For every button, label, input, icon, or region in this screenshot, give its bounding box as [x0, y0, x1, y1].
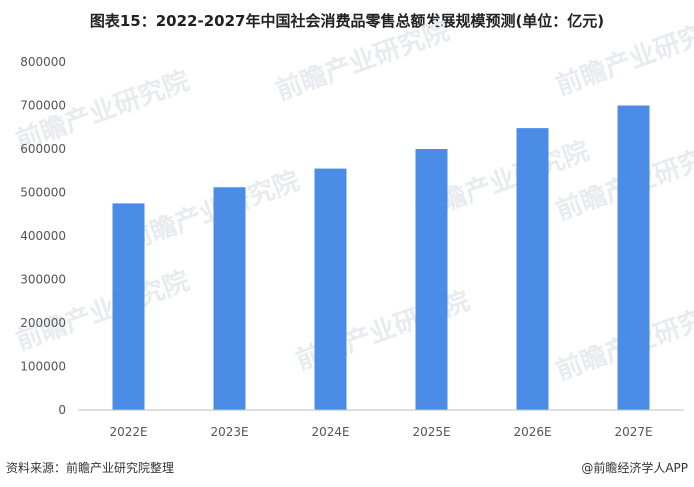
- x-tick-label: 2027E: [614, 425, 652, 439]
- y-tick-label: 0: [58, 403, 66, 417]
- y-tick-label: 500000: [20, 186, 66, 200]
- watermark-text: 前瞻产业研究院: [122, 165, 304, 256]
- watermark-text: 前瞻产业研究院: [552, 10, 694, 101]
- bar-2027E: [617, 105, 650, 410]
- source-note: 资料来源：前瞻产业研究院整理: [6, 461, 175, 475]
- y-tick-label: 300000: [20, 273, 66, 287]
- x-tick-label: 2025E: [412, 425, 450, 439]
- y-tick-label: 400000: [20, 229, 66, 243]
- y-tick-label: 200000: [20, 316, 66, 330]
- bar-2026E: [516, 128, 549, 410]
- brand-credit: @前瞻经济学人APP: [581, 461, 688, 475]
- bar-2022E: [112, 203, 145, 410]
- y-tick-label: 100000: [20, 360, 66, 374]
- bar-2025E: [415, 149, 448, 410]
- watermark-text: 前瞻产业研究院: [272, 15, 454, 106]
- bars: [112, 105, 650, 410]
- x-tick-label: 2023E: [210, 425, 248, 439]
- x-tick-label: 2026E: [513, 425, 551, 439]
- bar-2023E: [213, 187, 246, 410]
- y-tick-label: 700000: [20, 99, 66, 113]
- y-tick-label: 600000: [20, 142, 66, 156]
- x-axis: 2022E 2023E 2024E 2025E 2026E 2027E: [78, 409, 684, 439]
- x-tick-label: 2024E: [311, 425, 349, 439]
- x-tick-label: 2022E: [109, 425, 147, 439]
- bar-2024E: [314, 168, 347, 410]
- chart-title: 图表15：2022-2027年中国社会消费品零售总额发展规模预测(单位：亿元): [89, 12, 605, 30]
- y-tick-label: 800000: [20, 55, 66, 69]
- y-axis: 0 100000 200000 300000 400000 500000 600000 700…: [20, 55, 66, 417]
